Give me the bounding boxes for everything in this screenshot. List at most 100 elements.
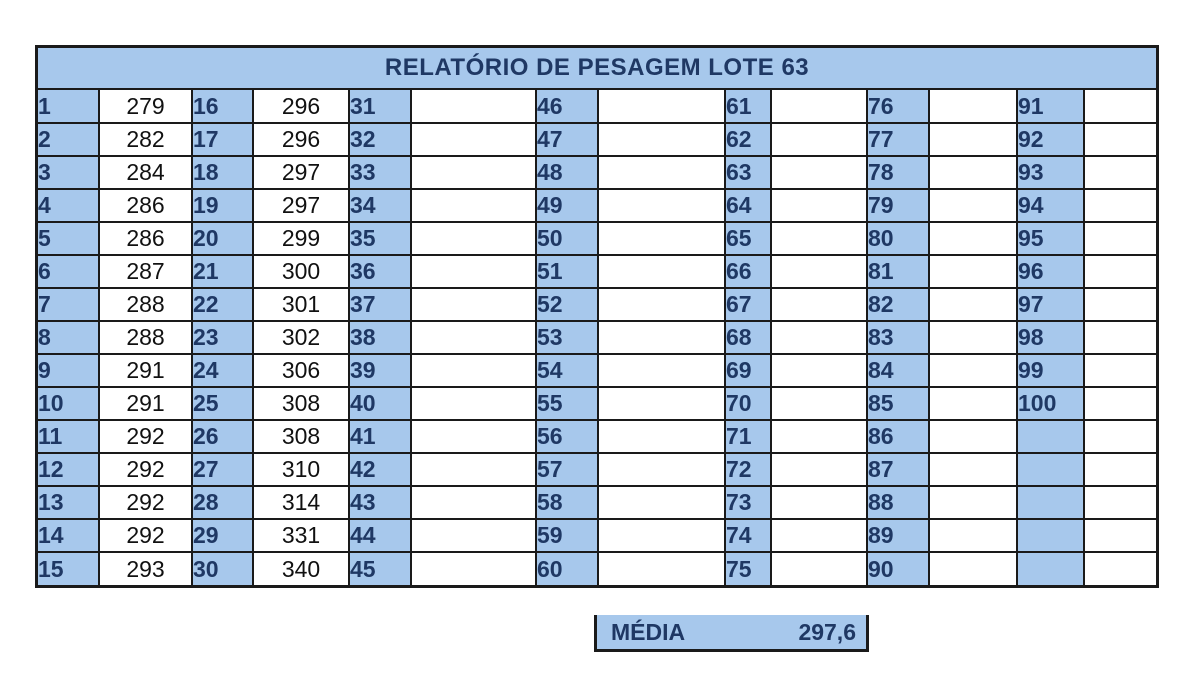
animal-number-cell: 70: [724, 386, 772, 421]
animal-number-cell: 40: [348, 386, 412, 421]
table-row: 3 284 18 297 33 48 63 78 93: [38, 155, 1156, 190]
animal-number-cell: 58: [535, 485, 599, 520]
weight-cell: [1083, 452, 1156, 487]
animal-number-cell: 43: [348, 485, 412, 520]
weight-cell: [928, 254, 1018, 289]
animal-number-cell: 54: [535, 353, 599, 388]
animal-number-cell: 92: [1016, 122, 1085, 157]
animal-number-cell: 9: [38, 353, 100, 388]
weight-cell: [928, 287, 1018, 322]
animal-number-cell: 29: [191, 518, 254, 553]
weight-cell: 297: [252, 155, 350, 190]
animal-number-cell: 21: [191, 254, 254, 289]
weight-cell: 286: [98, 188, 193, 223]
weight-cell: 310: [252, 452, 350, 487]
animal-number-cell: 98: [1016, 320, 1085, 355]
weight-cell: [410, 419, 537, 454]
weight-cell: [928, 419, 1018, 454]
weight-cell: 282: [98, 122, 193, 157]
weight-cell: [928, 353, 1018, 388]
animal-number-cell: 19: [191, 188, 254, 223]
weight-cell: [1083, 386, 1156, 421]
animal-number-cell: 53: [535, 320, 599, 355]
weight-cell: 288: [98, 320, 193, 355]
weight-cell: [928, 551, 1018, 585]
animal-number-cell: 66: [724, 254, 772, 289]
weight-cell: 302: [252, 320, 350, 355]
weight-cell: [410, 518, 537, 553]
animal-number-cell: 89: [866, 518, 930, 553]
weight-cell: [1083, 254, 1156, 289]
weight-cell: [410, 221, 537, 256]
weight-cell: [597, 320, 726, 355]
animal-number-cell: [1016, 551, 1085, 585]
weight-cell: [1083, 188, 1156, 223]
animal-number-cell: 7: [38, 287, 100, 322]
weight-cell: [597, 122, 726, 157]
animal-number-cell: 45: [348, 551, 412, 585]
weight-cell: [597, 188, 726, 223]
animal-number-cell: 49: [535, 188, 599, 223]
animal-number-cell: 65: [724, 221, 772, 256]
animal-number-cell: 26: [191, 419, 254, 454]
weight-cell: 288: [98, 287, 193, 322]
animal-number-cell: [1016, 518, 1085, 553]
weight-cell: [770, 287, 868, 322]
animal-number-cell: 52: [535, 287, 599, 322]
weight-cell: 284: [98, 155, 193, 190]
weight-cell: [597, 353, 726, 388]
weight-cell: [410, 320, 537, 355]
animal-number-cell: [1016, 419, 1085, 454]
weight-cell: [1083, 122, 1156, 157]
animal-number-cell: 47: [535, 122, 599, 157]
weight-cell: [597, 419, 726, 454]
average-label: MÉDIA: [611, 618, 686, 645]
animal-number-cell: 6: [38, 254, 100, 289]
weight-cell: 331: [252, 518, 350, 553]
table-row: 14 292 29 331 44 59 74 89: [38, 518, 1156, 553]
animal-number-cell: 61: [724, 90, 772, 124]
animal-number-cell: 81: [866, 254, 930, 289]
table-row: 1 279 16 296 31 46 61 76 91: [38, 90, 1156, 124]
animal-number-cell: 55: [535, 386, 599, 421]
weight-cell: [597, 551, 726, 585]
animal-number-cell: 71: [724, 419, 772, 454]
animal-number-cell: 68: [724, 320, 772, 355]
animal-number-cell: 78: [866, 155, 930, 190]
weight-cell: [770, 90, 868, 124]
weight-cell: [410, 485, 537, 520]
animal-number-cell: 79: [866, 188, 930, 223]
weight-cell: 287: [98, 254, 193, 289]
animal-number-cell: 5: [38, 221, 100, 256]
weight-cell: [928, 122, 1018, 157]
animal-number-cell: 59: [535, 518, 599, 553]
animal-number-cell: 23: [191, 320, 254, 355]
table-row: 11 292 26 308 41 56 71 86: [38, 419, 1156, 454]
animal-number-cell: 72: [724, 452, 772, 487]
animal-number-cell: 88: [866, 485, 930, 520]
animal-number-cell: 67: [724, 287, 772, 322]
table-row: 15 293 30 340 45 60 75 90: [38, 551, 1156, 585]
weight-cell: 300: [252, 254, 350, 289]
weight-cell: [410, 386, 537, 421]
weight-cell: [770, 518, 868, 553]
animal-number-cell: 15: [38, 551, 100, 585]
weight-cell: [597, 287, 726, 322]
animal-number-cell: 96: [1016, 254, 1085, 289]
weight-cell: 296: [252, 122, 350, 157]
weight-cell: [770, 122, 868, 157]
weight-cell: [928, 452, 1018, 487]
animal-number-cell: 20: [191, 221, 254, 256]
weight-cell: 308: [252, 419, 350, 454]
weight-cell: [1083, 551, 1156, 585]
animal-number-cell: 42: [348, 452, 412, 487]
weight-cell: [597, 452, 726, 487]
animal-number-cell: 2: [38, 122, 100, 157]
weight-cell: [410, 287, 537, 322]
animal-number-cell: 76: [866, 90, 930, 124]
weight-cell: [597, 485, 726, 520]
weight-cell: [597, 90, 726, 124]
table-row: 6 287 21 300 36 51 66 81 96: [38, 254, 1156, 289]
weight-cell: 292: [98, 419, 193, 454]
weight-cell: [770, 452, 868, 487]
